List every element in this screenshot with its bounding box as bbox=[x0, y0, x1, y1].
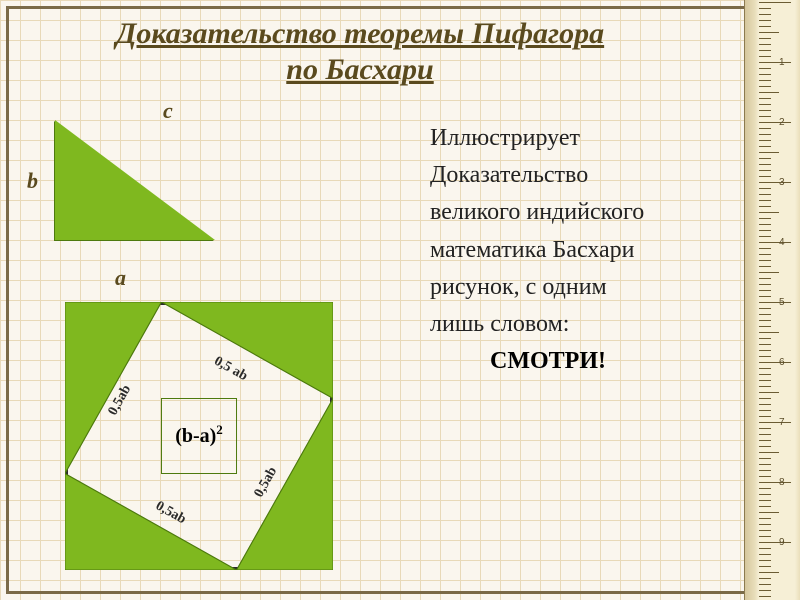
label-a: a bbox=[115, 265, 126, 291]
half-ab-right: 0,5ab bbox=[252, 464, 281, 500]
desc-line: рисунок, с одним bbox=[430, 269, 710, 306]
title-line2: по Басхари bbox=[286, 53, 433, 86]
desc-line: Иллюстрирует bbox=[430, 120, 710, 157]
center-formula: (b-a)2 bbox=[175, 422, 223, 447]
reference-triangle: b c bbox=[55, 120, 225, 250]
label-c: c bbox=[163, 98, 173, 124]
square-svg: 0,5 ab 0,5ab 0,5ab 0,5ab (b-a)2 bbox=[65, 302, 333, 570]
description-block: Иллюстрирует Доказательство великого инд… bbox=[430, 120, 710, 380]
label-b: b bbox=[27, 168, 38, 194]
slide-title: Доказательство теоремы Пифагора по Басха… bbox=[0, 16, 720, 88]
bhaskara-square: 0,5 ab 0,5ab 0,5ab 0,5ab (b-a)2 bbox=[65, 302, 333, 570]
desc-line: великого индийского bbox=[430, 194, 710, 231]
half-ab-bottom: 0,5ab bbox=[153, 499, 189, 528]
triangle-shape bbox=[55, 120, 215, 240]
ruler: 123456789 bbox=[744, 0, 800, 600]
desc-line: математика Басхари bbox=[430, 232, 710, 269]
ruler-ticks: 123456789 bbox=[759, 0, 800, 600]
desc-line: Доказательство bbox=[430, 157, 710, 194]
desc-line: лишь словом: bbox=[430, 306, 710, 343]
half-ab-top: 0,5 ab bbox=[211, 354, 250, 385]
title-line1: Доказательство теоремы Пифагора bbox=[116, 17, 604, 50]
watch-word: СМОТРИ! bbox=[490, 343, 606, 380]
